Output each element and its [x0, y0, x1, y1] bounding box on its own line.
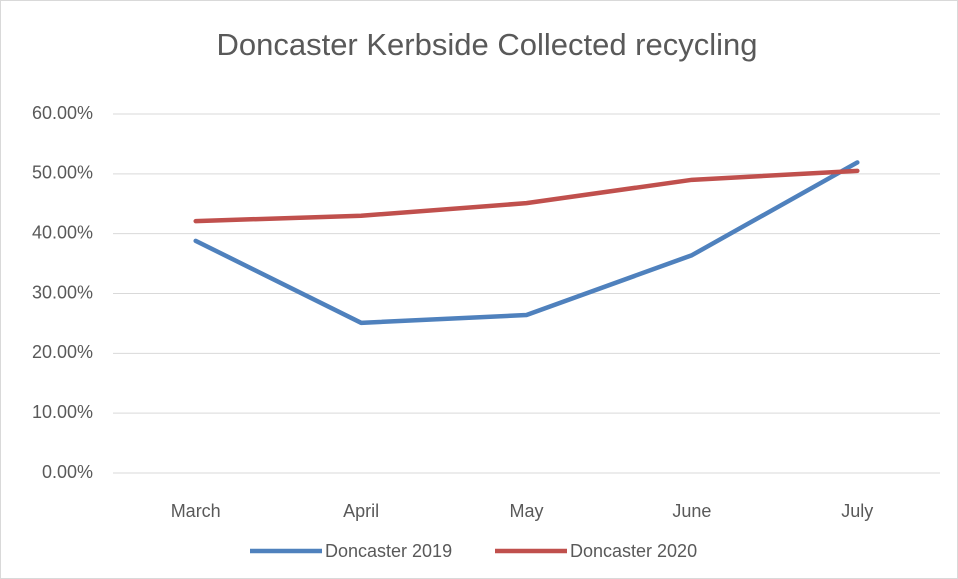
chart-title: Doncaster Kerbside Collected recycling	[216, 27, 757, 62]
legend-label: Doncaster 2020	[570, 541, 697, 561]
y-tick-label: 0.00%	[42, 462, 93, 482]
legend-label: Doncaster 2019	[325, 541, 452, 561]
y-tick-label: 10.00%	[32, 402, 93, 422]
x-tick-label: April	[343, 501, 379, 521]
series-line	[193, 168, 860, 224]
y-tick-label: 40.00%	[32, 222, 93, 242]
x-tick-label: May	[509, 501, 543, 521]
x-tick-label: March	[171, 501, 221, 521]
y-tick-label: 20.00%	[32, 342, 93, 362]
y-tick-label: 60.00%	[32, 103, 93, 123]
series-line	[193, 160, 860, 326]
y-tick-label: 50.00%	[32, 163, 93, 183]
x-tick-label: June	[672, 501, 711, 521]
x-tick-label: July	[841, 501, 873, 521]
y-tick-label: 30.00%	[32, 282, 93, 302]
